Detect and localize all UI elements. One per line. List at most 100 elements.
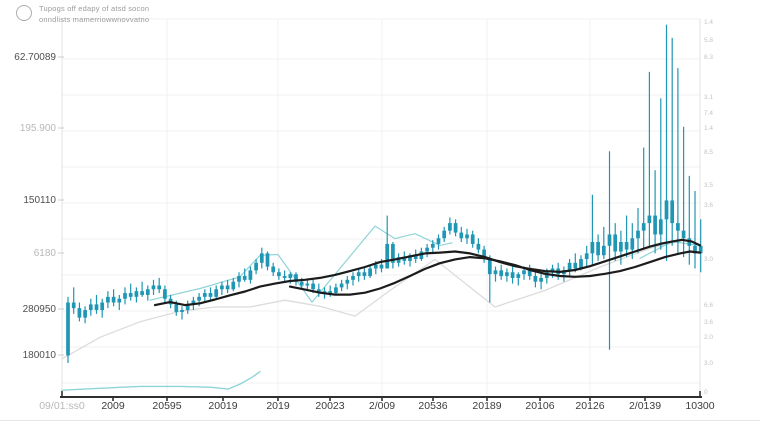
candle-body [408,255,412,261]
candle-body [128,293,133,297]
y-axis-label: 180010 [23,350,57,361]
candle-body [248,270,253,280]
candle-body [94,304,99,311]
bottom-divider [0,420,760,421]
candle-body [288,274,293,278]
candle-body [208,293,213,297]
candle-body [197,296,201,301]
candle-body [185,304,190,311]
candle-body [202,293,207,297]
candle-body [476,243,481,250]
candle-body [271,266,276,273]
candle-body [242,276,247,280]
right-axis-label: 1.4 [704,19,713,26]
candle-body [145,289,150,295]
x-axis-label: 20019 [208,400,237,412]
candle-body [698,245,703,254]
candle-body [83,310,87,318]
right-axis-label: 5.8 [704,37,713,44]
x-axis-label: 10300 [685,400,714,412]
right-axis-label: 8.5 [704,149,713,156]
candle-body [664,200,669,220]
candle-body [533,276,538,282]
candle-body [180,310,184,312]
candle-body [305,283,310,286]
candle-body [499,270,504,277]
candle-body [596,242,600,256]
legend-marker-icon[interactable] [16,5,32,21]
x-axis-label: 20126 [575,400,604,412]
candle-body [630,238,635,250]
candle-body [100,302,105,311]
candle-body [311,283,315,290]
right-axis-label: 2.0 [704,334,713,341]
candle-body [345,279,350,284]
candle-body [493,270,498,275]
candle-body [373,264,378,269]
candle-body [448,223,452,231]
candle-body [516,274,521,278]
candle-body [316,289,321,294]
candle-body [277,272,281,277]
y-axis-label: 195.900 [20,123,57,134]
candle-body [402,257,407,261]
candle-body [482,249,486,260]
candle-body [362,272,367,277]
candle-body [174,304,179,312]
candle-body [231,281,236,290]
candle-body [693,245,697,254]
legend-line-2: onndlists mamerriowwnovvatno [39,15,150,24]
candle-body [191,300,196,305]
candle-body [339,283,344,288]
right-axis-label: 7.4 [704,110,713,117]
candle-body [459,232,464,239]
right-axis-label: 8.3 [704,54,713,61]
candle-body [676,223,680,231]
right-axis-label: 1.4 [704,125,713,132]
candle-body [413,255,418,260]
candle-body [658,219,663,235]
x-axis-label: 2009 [101,400,125,412]
candle-body [579,259,583,269]
right-axis-label: 6.6 [704,302,713,309]
legend[interactable]: Tupogs off edapy of atsd socon onndlists… [16,3,149,25]
candle-body [214,289,219,297]
candle-body [294,274,298,282]
candle-body [647,215,652,224]
candle-body [111,296,116,303]
candle-body [157,285,162,290]
candle-body [453,223,458,233]
candle-body [134,291,139,297]
candle-body [356,272,361,277]
upper-band-line [149,225,453,303]
candle-body [106,296,110,303]
candle-body [465,234,469,239]
x-axis-label: 20106 [525,400,554,412]
candle-body [510,272,515,278]
candle-body [601,245,606,256]
candle-body [442,230,447,239]
right-axis-label: 3.6 [704,202,713,209]
candle-body [351,276,355,280]
x-axis-label: 20023 [315,400,344,412]
candle-body [66,302,70,356]
candle-body [237,276,241,282]
candle-body [607,234,612,246]
candle-body [430,243,435,248]
x-axis-label: 2/009 [369,400,395,412]
candle-body [425,247,429,252]
candle-body [225,285,230,290]
y-axis-label: 150110 [23,195,56,206]
legend-line-1: Tupogs off edapy of atsd socon [39,4,150,13]
y-axis-label: 6180 [34,248,57,259]
candle-body [88,304,93,311]
candle-body [487,259,492,275]
candle-body [653,215,657,235]
candle-body [641,223,646,231]
right-axis-label: 3.5 [704,182,713,189]
candle-body [391,243,395,263]
x-axis-label: 20189 [472,400,501,412]
candle-body [259,253,264,263]
x-axis-label: 2019 [266,400,290,412]
